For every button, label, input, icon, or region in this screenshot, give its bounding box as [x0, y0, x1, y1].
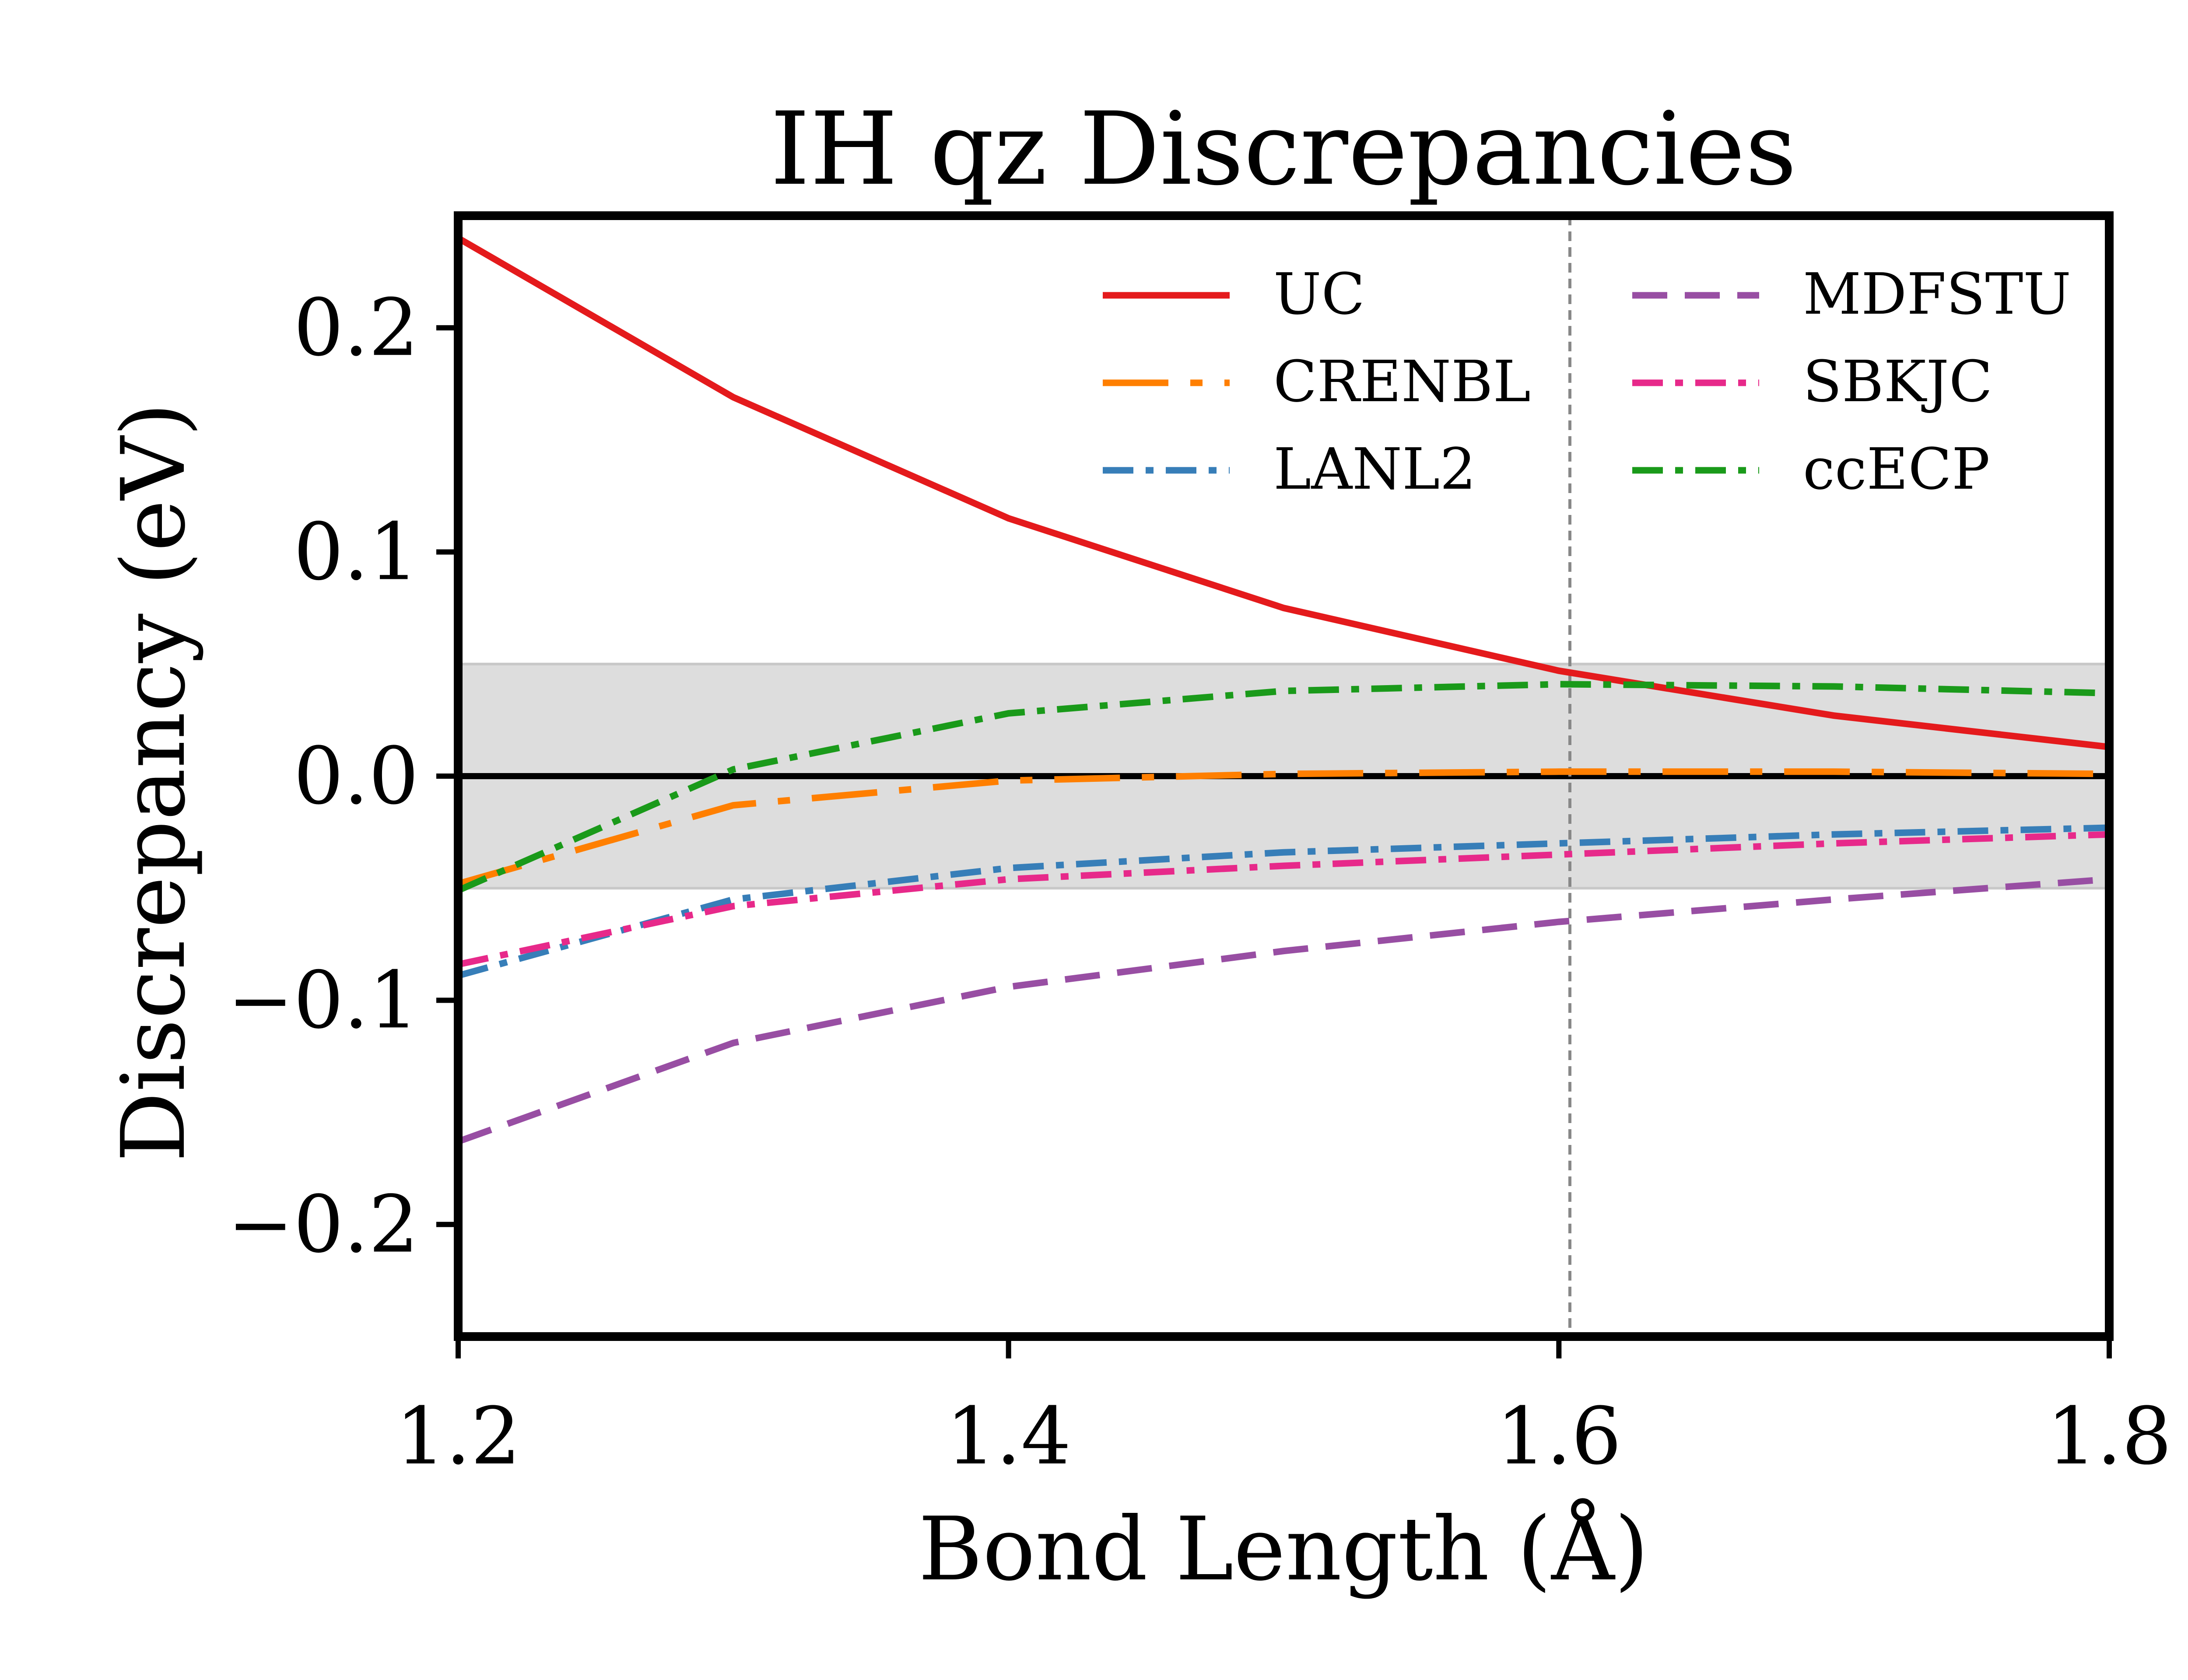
legend-label-sbkjc: SBKJC [1803, 348, 1992, 415]
y-tick-label: −0.2 [228, 1179, 419, 1270]
x-axis-label: Bond Length (Å) [918, 1498, 1648, 1600]
x-tick-label: 1.8 [2047, 1391, 2172, 1482]
y-tick-label: 0.0 [294, 731, 419, 822]
x-tick-label: 1.6 [1496, 1391, 1621, 1482]
legend-label-ccecp: ccECP [1803, 436, 1990, 502]
y-tick-label: −0.1 [228, 955, 419, 1046]
legend-label-lanl2: LANL2 [1273, 436, 1476, 502]
legend-label-mdfstu: MDFSTU [1803, 261, 2071, 327]
y-tick-label: 0.2 [294, 282, 419, 374]
x-tick-label: 1.4 [946, 1391, 1071, 1482]
series-line-crenbl [458, 768, 2109, 887]
series-line-sbkjc [458, 831, 2109, 968]
legend-label-uc: UC [1273, 261, 1365, 327]
series-line-mdfstu [458, 876, 2109, 1145]
series-line-lanl2 [458, 824, 2109, 979]
series-group [458, 235, 2109, 1145]
legend: UC CRENBL LANL2 MDFSTU SBKJC ccECP [1103, 261, 2071, 502]
series-line-ccecp [458, 681, 2109, 894]
chart-title: IH qz Discrepancies [770, 91, 1797, 208]
x-tick-label: 1.2 [396, 1391, 521, 1482]
y-tick-label: 0.1 [294, 507, 419, 598]
y-axis-label: Discrepancy (eV) [103, 402, 205, 1162]
series-line-uc [458, 235, 2109, 750]
legend-label-crenbl: CRENBL [1273, 348, 1531, 415]
